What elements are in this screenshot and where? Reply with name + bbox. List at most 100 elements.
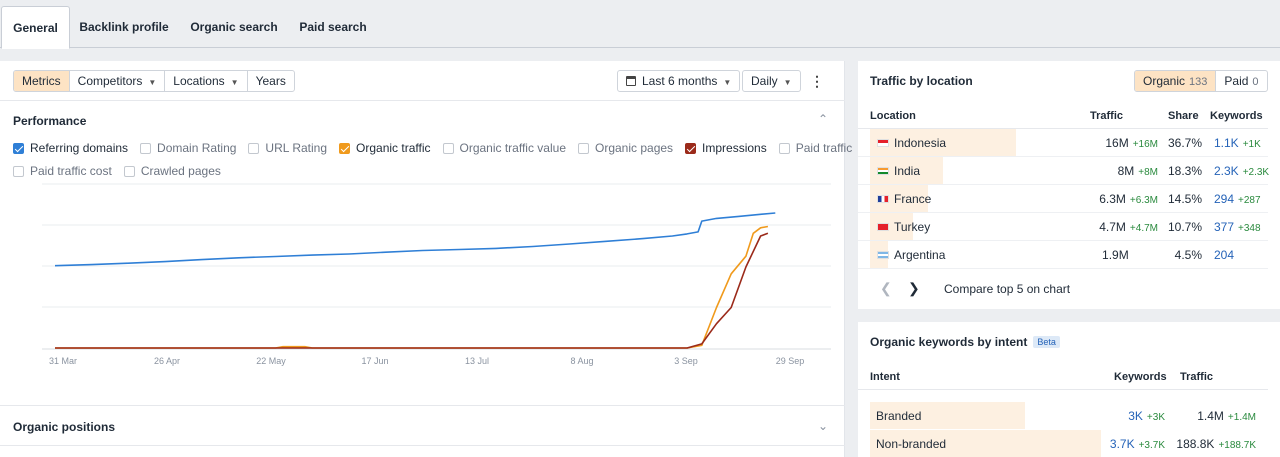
header-traffic[interactable]: Traffic [1180, 371, 1214, 383]
keywords-delta: +287 [1238, 195, 1261, 206]
keywords-cell[interactable]: 294 +287 [1214, 192, 1261, 206]
keywords-value: 377 [1214, 220, 1235, 234]
traffic-cell: 6.3M +6.3M [1099, 192, 1158, 206]
more-options-icon[interactable]: ⋮ [810, 73, 824, 89]
organic-paid-toggle: Organic 133 Paid 0 [1134, 70, 1268, 92]
checkbox-organic-traffic[interactable]: Organic traffic [339, 141, 431, 155]
tab-general[interactable]: General [1, 6, 70, 49]
series-line-impressions[interactable] [55, 232, 769, 349]
header-share[interactable]: Share [1168, 110, 1199, 122]
checkbox-organic-traffic-value[interactable]: Organic traffic value [442, 141, 566, 155]
traffic-by-location-title: Traffic by location [870, 74, 973, 88]
keywords-delta: +348 [1238, 223, 1261, 234]
traffic-value: 1.4M [1197, 409, 1224, 423]
segment-locations-label: Locations [173, 74, 225, 88]
checkbox-referring-domains[interactable]: Referring domains [13, 141, 128, 155]
chevron-down-icon[interactable]: ⌄ [818, 419, 829, 433]
country-name[interactable]: France [894, 192, 932, 206]
country-name[interactable]: Turkey [894, 220, 931, 234]
keywords-delta: +3.7K [1138, 440, 1165, 451]
intent-table-header: Intent Keywords Traffic [858, 362, 1268, 390]
header-location[interactable]: Location [870, 110, 916, 122]
traffic-delta: +8M [1138, 167, 1158, 178]
checkbox-paid-traffic[interactable]: Paid traffic [778, 141, 853, 155]
intent-row-branded[interactable]: Branded 3K +3K 1.4M +1.4M [858, 402, 1268, 430]
chevron-right-icon[interactable]: ❯ [908, 280, 920, 296]
traffic-delta: +6.3M [1129, 195, 1158, 206]
date-range-label: Last 6 months [642, 74, 718, 88]
location-row-indonesia[interactable]: Indonesia 16M +16M 36.7% 1.1K +1K [858, 129, 1268, 157]
keywords-cell[interactable]: 204 [1214, 248, 1234, 262]
checkbox-label: Domain Rating [157, 141, 237, 155]
keywords-value: 204 [1214, 248, 1235, 262]
traffic-value: 188.8K [1176, 437, 1215, 451]
header-keywords[interactable]: Keywords [1114, 371, 1167, 383]
checkbox-box [140, 142, 152, 154]
location-row-turkey[interactable]: Turkey 4.7M +4.7M 10.7% 377 +348 [858, 213, 1268, 241]
segment-competitors[interactable]: Competitors ▼ [70, 71, 166, 91]
checkbox-label: Impressions [702, 141, 767, 155]
performance-chart[interactable]: 31 Mar 26 Apr 22 May 17 Jun 13 Jul 8 Aug 3 Sep… [0, 181, 845, 405]
header-intent[interactable]: Intent [870, 371, 900, 383]
keywords-cell[interactable]: 1.1K +1K [1214, 136, 1261, 150]
keywords-cell[interactable]: 377 +348 [1214, 220, 1261, 234]
checkbox-label: Referring domains [30, 141, 129, 155]
intent-keywords-cell[interactable]: 3K +3K [1128, 409, 1165, 423]
toggle-organic-label: Organic [1143, 74, 1186, 88]
chevron-up-icon[interactable]: ⌃ [818, 112, 829, 126]
checkbox-box [685, 142, 697, 154]
checkbox-organic-pages[interactable]: Organic pages [578, 141, 673, 155]
checkbox-crawled-pages[interactable]: Crawled pages [123, 164, 221, 178]
intent-traffic-cell: 188.8K +188.7K [1176, 437, 1256, 451]
segment-years[interactable]: Years [248, 71, 294, 91]
intent-keywords-cell[interactable]: 3.7K +3.7K [1110, 437, 1165, 451]
keywords-by-intent-card: Organic keywords by intent Beta Intent Ke… [858, 322, 1280, 457]
x-tick-label: 8 Aug [570, 356, 593, 366]
date-range-dropdown[interactable]: Last 6 months ▼ [617, 70, 741, 92]
share-cell: 14.5% [1167, 192, 1202, 206]
country-name[interactable]: India [894, 164, 921, 178]
checkbox-domain-rating[interactable]: Domain Rating [140, 141, 236, 155]
granularity-dropdown[interactable]: Daily ▼ [742, 70, 801, 92]
share-cell: 10.7% [1167, 220, 1202, 234]
toggle-organic[interactable]: Organic 133 [1135, 71, 1216, 91]
tab-paid-search[interactable]: Paid search [299, 20, 367, 34]
header-traffic[interactable]: Traffic [1090, 110, 1124, 122]
segment-metrics-label: Metrics [22, 74, 61, 88]
metric-checkboxes-row-1: Referring domains Domain Rating URL Rati… [13, 140, 864, 156]
checkbox-paid-traffic-cost[interactable]: Paid traffic cost [13, 164, 112, 178]
chevron-down-icon: ▼ [230, 78, 239, 87]
checkbox-impressions[interactable]: Impressions [685, 141, 767, 155]
location-row-france[interactable]: France 6.3M +6.3M 14.5% 294 +287 [858, 185, 1268, 213]
checkbox-label: Paid traffic [795, 141, 853, 155]
x-tick-label: 29 Sep [776, 356, 805, 366]
keywords-cell[interactable]: 2.3K +2.3K [1214, 164, 1269, 178]
x-tick-label: 31 Mar [49, 356, 77, 366]
checkbox-url-rating[interactable]: URL Rating [248, 141, 327, 155]
header-keywords[interactable]: Keywords [1210, 110, 1263, 122]
traffic-delta: +4.7M [1129, 223, 1158, 234]
share-bar [870, 402, 1025, 429]
checkbox-label: Crawled pages [140, 164, 221, 178]
tab-backlink-profile[interactable]: Backlink profile [79, 20, 169, 34]
segment-locations[interactable]: Locations ▼ [165, 71, 248, 91]
chevron-down-icon: ▼ [723, 78, 732, 87]
checkbox-box [123, 165, 135, 177]
location-row-argentina[interactable]: Argentina 1.9M+00M 4.5% 204 [858, 241, 1268, 269]
series-line-organic-traffic[interactable] [55, 225, 769, 349]
country-name[interactable]: Argentina [894, 248, 946, 262]
checkbox-label: Paid traffic cost [30, 164, 112, 178]
intent-title: Organic keywords by intent Beta [870, 335, 1060, 349]
compare-top5-link[interactable]: Compare top 5 on chart [944, 282, 1071, 296]
chevron-left-icon[interactable]: ❮ [880, 280, 892, 296]
intent-row-non-branded[interactable]: Non-branded 3.7K +3.7K 188.8K +188.7K [858, 430, 1268, 457]
keywords-value: 3.7K [1109, 437, 1135, 451]
country-name[interactable]: Indonesia [894, 136, 947, 150]
toggle-paid[interactable]: Paid 0 [1215, 71, 1266, 91]
location-row-india[interactable]: India 8M +8M 18.3% 2.3K +2.3K [858, 157, 1269, 185]
series-line-referring-domains[interactable] [54, 212, 776, 267]
location-table-header: Location Traffic Share Keywords [858, 101, 1268, 129]
organic-positions-section[interactable]: Organic positions ⌄ [0, 405, 845, 445]
segment-metrics[interactable]: Metrics [14, 71, 70, 91]
tab-organic-search[interactable]: Organic search [190, 20, 278, 34]
